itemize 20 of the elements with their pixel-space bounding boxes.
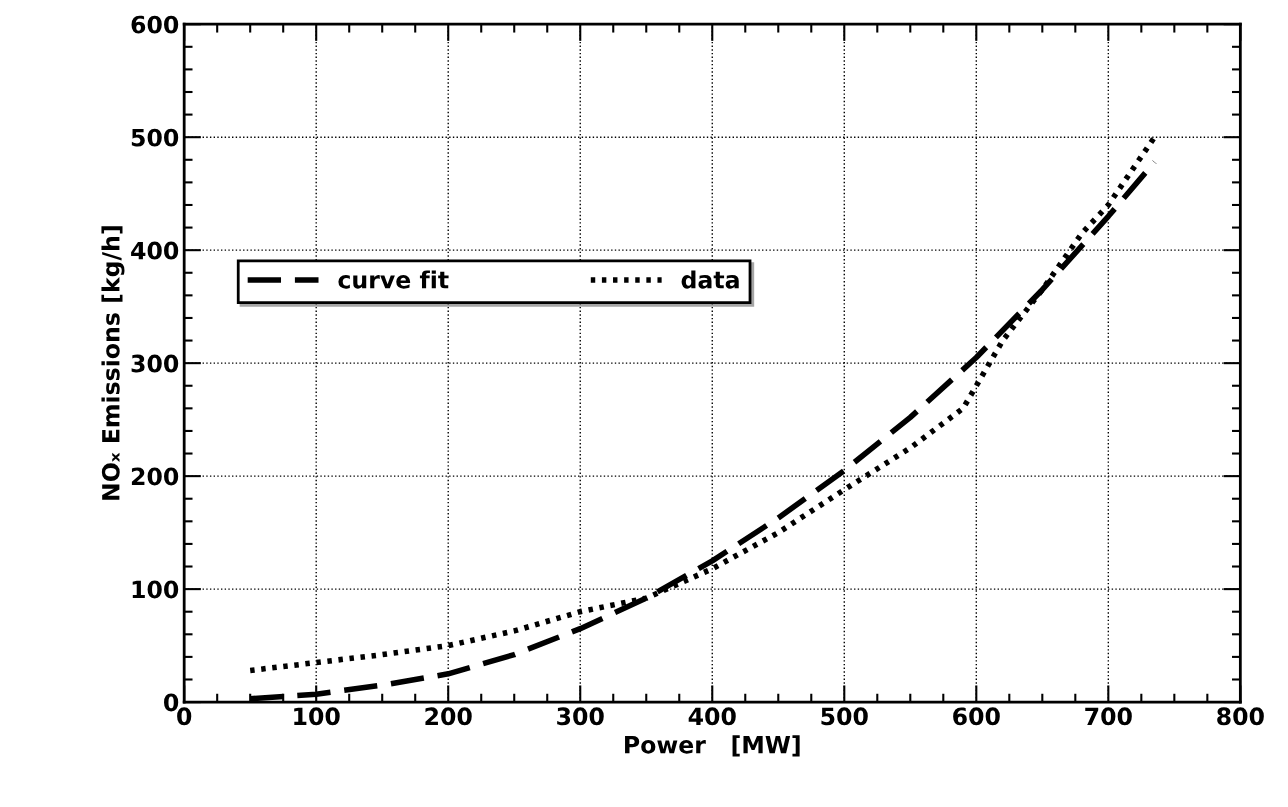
y-tick-label: 100: [132, 580, 179, 599]
x-tick-label: 300: [557, 707, 604, 726]
x-tick-label: 100: [294, 707, 340, 726]
y-tick-label: 300: [131, 354, 179, 373]
y-tick-label: 200: [131, 467, 179, 486]
x-tick-label: 800: [1217, 707, 1264, 726]
y-tick-label: 400: [131, 241, 179, 260]
legend-label: data: [681, 270, 739, 289]
x-tick-label: 400: [688, 707, 736, 726]
y-axis-title: NOₓ Emissions [kg/h]: [101, 226, 125, 500]
x-tick-label: 200: [425, 707, 472, 726]
y-tick-label: 0: [164, 693, 179, 712]
legend-label: curve fit: [338, 270, 449, 289]
y-tick-label: 600: [131, 15, 179, 34]
x-axis-title: Power [MW]: [625, 735, 800, 757]
x-tick-label: 0: [177, 707, 192, 726]
x-tick-label: 500: [821, 707, 868, 726]
x-tick-label: 600: [953, 707, 1000, 726]
x-tick-label: 700: [1085, 707, 1132, 726]
y-tick-label: 500: [131, 128, 179, 147]
